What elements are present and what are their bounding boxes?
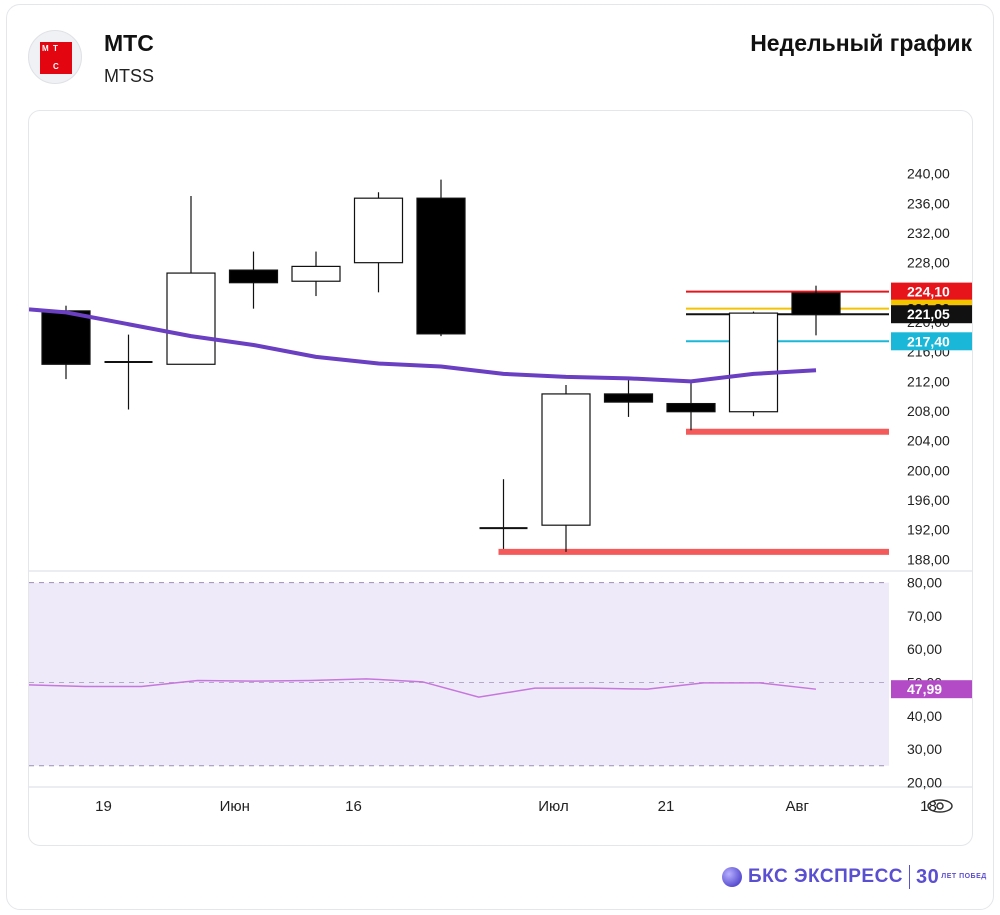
brand-name: БКС ЭКСПРЕСС: [748, 866, 904, 887]
brand-separator: [909, 865, 911, 889]
eye-icon-outline: [927, 799, 953, 813]
rsi-line: [29, 678, 817, 698]
price-axis-tick: 208,00: [907, 403, 950, 419]
price-axis-tick: 228,00: [907, 255, 950, 271]
candle-body: [603, 393, 654, 403]
brand-years-caption: ЛЕТ ПОБЕД: [941, 873, 987, 880]
rsi-axis-tick: 30,00: [907, 741, 942, 757]
candle-body: [353, 197, 404, 264]
rsi-axis-tick: 60,00: [907, 641, 942, 657]
company-logo: М Т С: [28, 30, 82, 84]
price-level-label: 217,40: [907, 333, 950, 349]
price-axis-tick: 188,00: [907, 551, 950, 567]
candle-body: [291, 265, 341, 282]
time-axis-tick: Июл: [538, 798, 568, 815]
rsi-axis-tick: 20,00: [907, 774, 942, 790]
price-level-badge: [891, 332, 972, 351]
logo-letter: Т: [53, 44, 58, 53]
candle-body: [166, 272, 216, 365]
brand-years: 30: [916, 865, 940, 888]
rsi-axis-tick: 70,00: [907, 608, 942, 624]
moving-average-line: [29, 307, 817, 384]
candle-body: [541, 393, 591, 526]
price-axis-tick: 232,00: [907, 225, 950, 241]
chart-svg[interactable]: 240,00236,00232,00228,00224,00220,00216,…: [29, 111, 972, 845]
candle-body: [416, 197, 466, 335]
price-level-badge: [891, 282, 972, 301]
rsi-band: [29, 582, 889, 766]
price-level-badge: [891, 305, 972, 324]
candle-body: [791, 292, 841, 316]
rsi-axis-tick: 40,00: [907, 708, 942, 724]
chart-card[interactable]: 240,00236,00232,00228,00224,00220,00216,…: [28, 110, 973, 846]
price-axis-tick: 236,00: [907, 195, 950, 211]
price-level-label: 221,05: [907, 306, 950, 322]
price-level-label: 224,10: [907, 284, 950, 300]
price-axis-tick: 192,00: [907, 522, 950, 538]
page-title: Недельный график: [750, 30, 972, 56]
time-axis-tick: Июн: [220, 798, 250, 815]
company-name: МТС: [104, 30, 154, 56]
candle-body: [666, 402, 716, 413]
time-axis-tick: 16: [345, 798, 362, 815]
eye-icon-pupil: [936, 802, 944, 810]
rsi-value-badge: [891, 680, 972, 699]
ticker: MTSS: [104, 66, 155, 86]
price-axis-tick: 240,00: [907, 166, 950, 182]
time-axis-tick: 21: [658, 798, 675, 815]
logo-square: М Т С: [40, 42, 72, 74]
price-axis-tick: 204,00: [907, 433, 950, 449]
eye-icon[interactable]: [927, 799, 953, 813]
price-axis-tick: 200,00: [907, 462, 950, 478]
logo-letter: С: [53, 62, 59, 71]
brand-logo: БКС ЭКСПРЕСС 30 ЛЕТ ПОБЕД: [722, 862, 987, 892]
price-axis-tick: 196,00: [907, 492, 950, 508]
brand-dot-icon: [722, 867, 742, 887]
time-axis-tick: Авг: [786, 798, 810, 815]
price-axis-tick: 212,00: [907, 373, 950, 389]
time-axis-tick: 19: [95, 798, 112, 815]
candle-body: [41, 310, 91, 365]
logo-letter: М: [42, 44, 49, 53]
rsi-axis-tick: 80,00: [907, 575, 942, 591]
candle-body: [228, 269, 279, 284]
candle-body: [728, 312, 779, 413]
rsi-value-label: 47,99: [907, 681, 942, 697]
